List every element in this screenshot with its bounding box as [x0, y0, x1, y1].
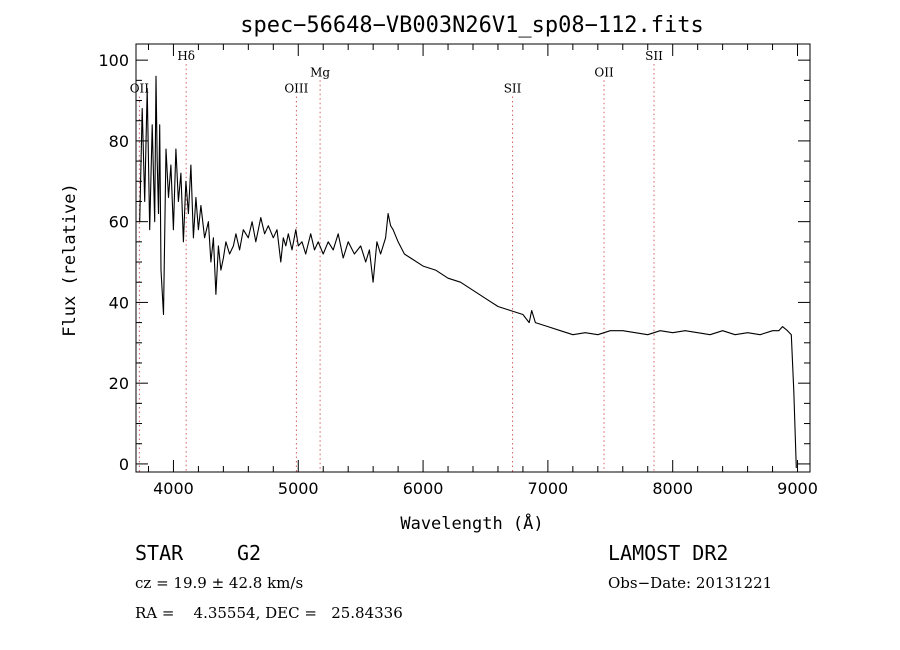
spectral-line-label: SII: [645, 49, 663, 63]
x-tick-label: 7000: [528, 479, 569, 498]
spectrum-series-line: [139, 75, 797, 469]
x-tick-label: 5000: [278, 479, 319, 498]
chart-title: spec−56648−VB003N26V1_sp08−112.fits: [240, 13, 704, 38]
plot-frame: [135, 43, 811, 473]
survey-name: LAMOST DR2: [608, 541, 729, 565]
observation-date: Obs−Date: 20131221: [608, 574, 773, 592]
x-tick-label: 9000: [777, 479, 818, 498]
x-tick-label: 6000: [403, 479, 444, 498]
y-tick-label: 40: [109, 293, 129, 312]
object-class: STAR: [135, 541, 184, 565]
coordinates-readout: RA = 4.35554, DEC = 25.84336: [135, 604, 403, 622]
spectral-line-label: OII: [130, 81, 150, 95]
x-tick-label: 8000: [652, 479, 693, 498]
spectral-line-label: OII: [594, 65, 614, 79]
spectral-line-label: OIII: [284, 81, 308, 95]
x-axis: 4000 5000 6000 7000 8000 9000: [147, 44, 818, 498]
y-tick-label: 0: [119, 455, 129, 474]
spectral-line-label: Hδ: [177, 49, 195, 63]
y-tick-label: 80: [109, 132, 129, 151]
y-tick-label: 100: [98, 51, 129, 70]
spectral-line-label: Mg: [310, 65, 330, 79]
spectral-line-label: SII: [504, 81, 522, 95]
object-subclass: G2: [237, 541, 262, 565]
y-tick-label: 60: [109, 213, 129, 232]
x-axis-label: Wavelength (Å): [400, 512, 543, 534]
y-tick-label: 20: [109, 374, 129, 393]
x-tick-label: 4000: [153, 479, 194, 498]
y-axis-label: Flux (relative): [60, 183, 80, 337]
y-axis: 0 20 40 60 80 100: [98, 51, 810, 474]
velocity-readout: cz = 19.9 ± 42.8 km/s: [135, 574, 304, 592]
